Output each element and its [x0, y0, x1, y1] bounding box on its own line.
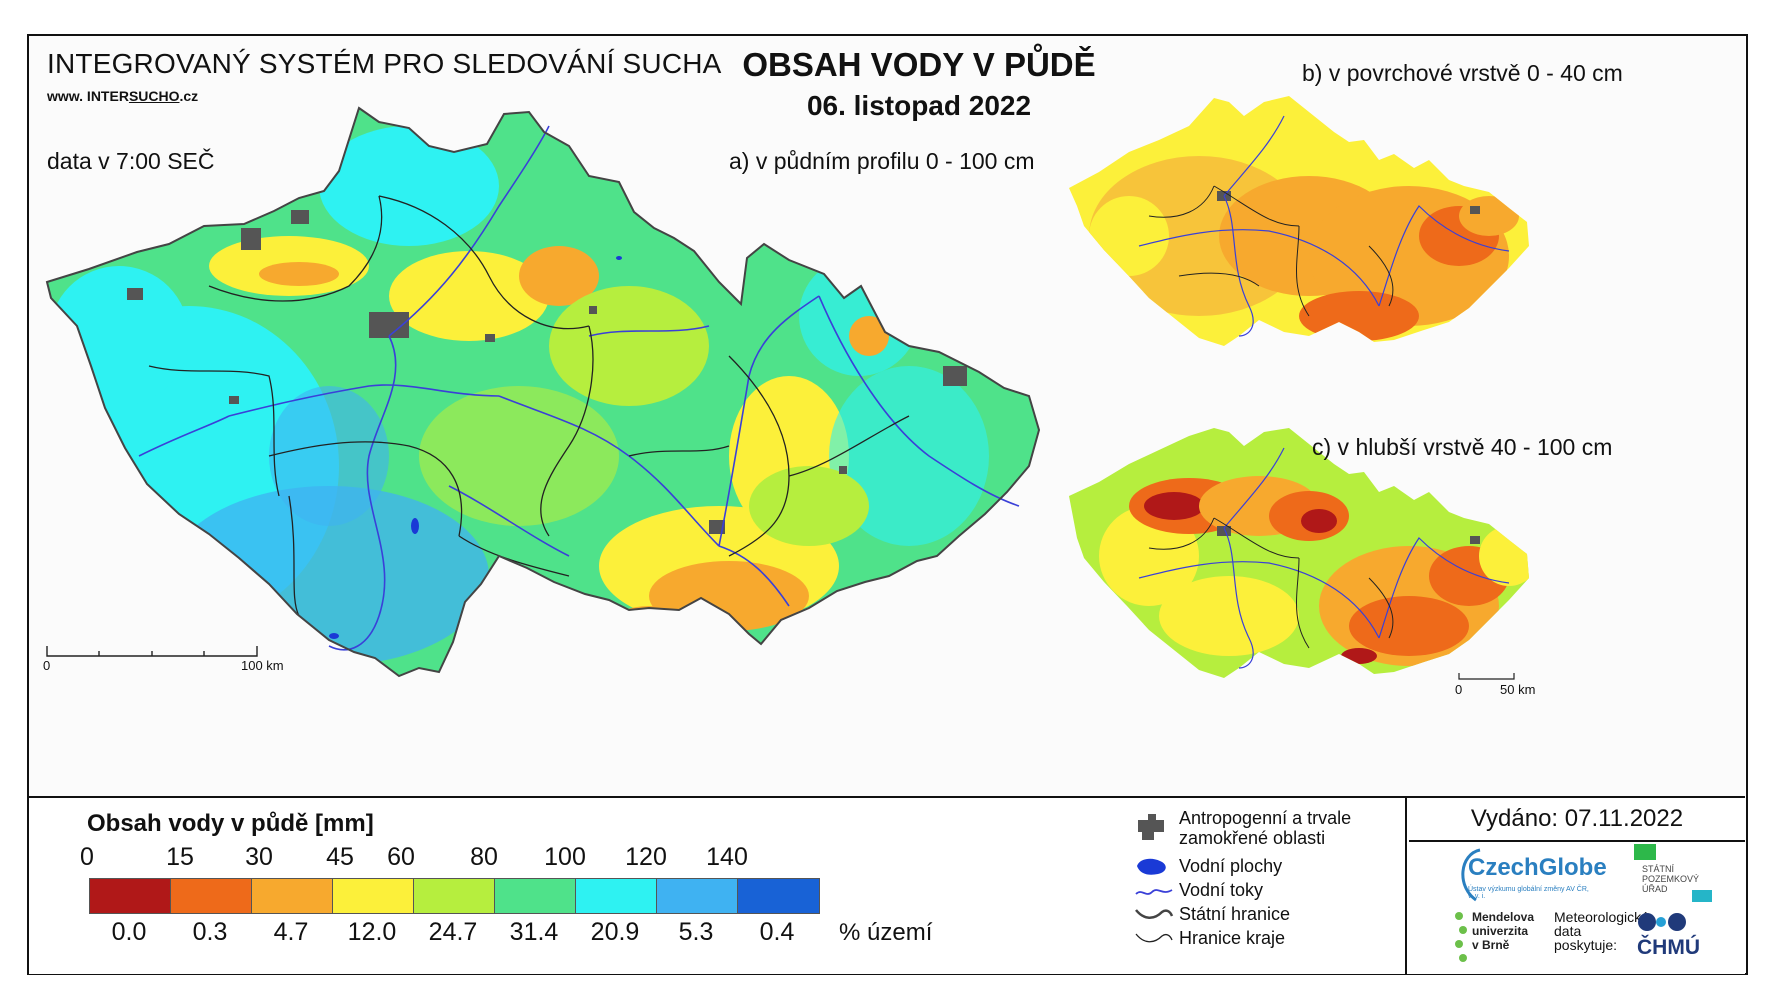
region-border-icon [1135, 933, 1173, 943]
mendelu-dots-icon [1455, 912, 1467, 962]
legend-percent: 4.7 [273, 918, 309, 946]
scale-main-end: 100 km [241, 658, 284, 673]
chmu-mark-icon [1638, 913, 1686, 931]
state-border-icon [1135, 909, 1174, 919]
spu-text: STÁTNÍ POZEMKOVÝ ÚŘAD [1642, 864, 1700, 894]
legend-panel: Obsah vody v půdě [mm] 0 15 30 45 60 80 … [29, 796, 1745, 974]
legend-break: 140 [706, 843, 748, 871]
map-b-moisture [1069, 96, 1529, 346]
scale-bar-main [46, 646, 258, 657]
met-data-label: Meteorologická data poskytuje: [1554, 909, 1649, 953]
legend-percent: 24.7 [428, 918, 478, 946]
panel-divider [1405, 798, 1407, 974]
legend-percent: 0.0 [111, 918, 147, 946]
map-c-label: c) v hlubší vrstvě 40 - 100 cm [1312, 434, 1613, 460]
legend-break: 120 [625, 843, 667, 871]
map-c-region-borders [1148, 517, 1394, 649]
water-area-icon [1137, 858, 1166, 875]
map-c-rivers [1138, 447, 1510, 669]
system-title: INTEGROVANÝ SYSTÉM PRO SLEDOVÁNÍ SUCHA [47, 48, 722, 79]
legend-break: 100 [544, 843, 586, 871]
map-frame: INTEGROVANÝ SYSTÉM PRO SLEDOVÁNÍ SUCHA w… [27, 34, 1748, 975]
czechglobe-arc-icon [1461, 848, 1481, 902]
czechglobe-logo: CzechGlobe Ústav výzkumu globální změny … [1452, 846, 1607, 906]
url-prefix: www. INTER [47, 88, 129, 104]
mendelu-logo: Mendelova univerzita v Brně [1454, 910, 1544, 970]
river-icon [1135, 889, 1173, 895]
scale-small-end: 50 km [1500, 682, 1536, 697]
legend-break: 80 [470, 843, 498, 871]
chmu-text: ČHMÚ [1637, 936, 1700, 959]
legend-swatch [495, 879, 576, 913]
legend-break: 45 [326, 843, 354, 871]
legend-swatch [333, 879, 414, 913]
scale-small-start: 0 [1455, 682, 1463, 697]
legend-swatch [576, 879, 657, 913]
legend-swatch [414, 879, 495, 913]
anthro-area-label: Antropogenní a trvale zamokřené oblasti [1179, 808, 1352, 848]
map-area: INTEGROVANÝ SYSTÉM PRO SLEDOVÁNÍ SUCHA w… [29, 36, 1745, 796]
map-a-label: a) v půdním profilu 0 - 100 cm [729, 148, 1035, 174]
legend-percent: 12.0 [347, 918, 397, 946]
anthro-area-icon [1138, 814, 1164, 840]
river-label: Vodní toky [1179, 880, 1264, 900]
issued-date: Vydáno: 07.11.2022 [1409, 798, 1745, 842]
map-b-region-borders [1148, 185, 1394, 317]
state-border-label: Státní hranice [1179, 904, 1291, 924]
legend-break: 0 [80, 843, 94, 871]
legend-percent: 0.4 [759, 918, 795, 946]
map-a-moisture [47, 108, 1039, 676]
chmu-logo: ČHMÚ [1637, 910, 1717, 970]
legend-break-labels: 0 15 30 45 60 80 100 120 140 [80, 843, 847, 873]
legend-percent: 20.9 [590, 918, 640, 946]
legend-swatch [90, 879, 171, 913]
legend-percent-unit: % území [839, 919, 933, 946]
scale-main-start: 0 [43, 658, 51, 673]
mendelu-text: Mendelova univerzita v Brně [1472, 910, 1535, 952]
czechglobe-subtext: Ústav výzkumu globální změny AV ČR, v. v… [1468, 886, 1589, 900]
czechglobe-text: CzechGlobe [1468, 854, 1607, 881]
main-title: OBSAH VODY V PŮDĚ [742, 46, 1096, 83]
spu-logo: STÁTNÍ POZEMKOVÝ ÚŘAD [1634, 844, 1714, 904]
legend-percent: 5.3 [678, 918, 714, 946]
water-area-label: Vodní plochy [1179, 856, 1283, 876]
url-suffix: .cz [179, 88, 199, 104]
maps-canvas [46, 96, 1529, 680]
legend-percent: 31.4 [509, 918, 559, 946]
region-border-label: Hranice kraje [1179, 928, 1286, 948]
website-link[interactable]: www. INTERSUCHO.cz [47, 88, 198, 104]
spu-mark-icon [1634, 844, 1712, 902]
map-a-rivers [138, 125, 1020, 651]
data-time: data v 7:00 SEČ [47, 148, 215, 174]
legend-break: 60 [387, 843, 415, 871]
url-underline: SUCHO [128, 88, 180, 104]
map-b-rivers [1138, 115, 1510, 337]
legend-color-bar [89, 878, 820, 914]
issue-date-title: 06. listopad 2022 [806, 90, 1032, 121]
legend-percent: 0.3 [192, 918, 228, 946]
legend-swatch [657, 879, 738, 913]
legend-break: 15 [166, 843, 194, 871]
legend-swatch [252, 879, 333, 913]
map-b-label: b) v povrchové vrstvě 0 - 40 cm [1302, 60, 1623, 86]
legend-swatch [171, 879, 252, 913]
scale-bar-small [1458, 673, 1515, 680]
legend-swatch [738, 879, 819, 913]
legend-break: 30 [245, 843, 273, 871]
legend-title: Obsah vody v půdě [mm] [87, 810, 374, 837]
map-a-region-borders [148, 195, 910, 617]
